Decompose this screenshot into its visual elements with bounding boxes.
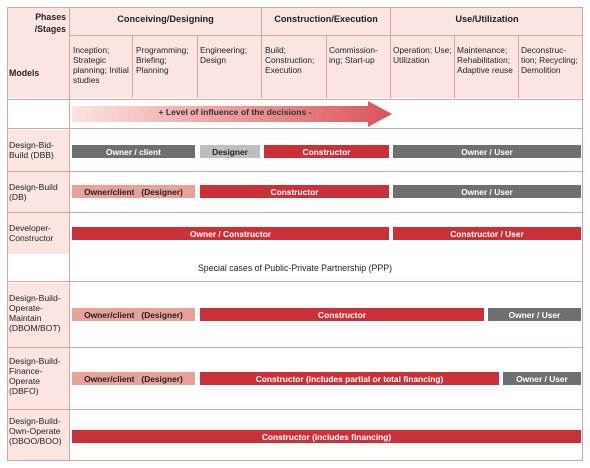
stage-commissioning: Commission-ing; Start-up — [329, 45, 378, 65]
grid-vline — [326, 36, 327, 98]
bar-dbom-owner-designer: Owner/client (Designer) — [72, 308, 195, 321]
bar-dbfo-owner-designer: Owner/client (Designer) — [72, 372, 195, 385]
stage-programming: Programming; Briefing; Planning — [136, 45, 189, 75]
grid-hline — [7, 212, 583, 213]
stage-build: Build; Construction; Execution — [265, 45, 315, 75]
grid-vline — [454, 36, 455, 98]
grid-hline — [7, 171, 583, 172]
grid-vline — [197, 36, 198, 98]
grid-hline — [7, 409, 583, 410]
bar-dbb-owner-client: Owner / client — [72, 145, 195, 158]
bar-dbb-designer: Designer — [200, 145, 260, 158]
bar-dbom-constructor: Constructor — [200, 308, 484, 321]
model-name-dbom: Design-Build-Operate-Maintain (DBOM/BOT) — [9, 293, 61, 333]
header-corner-cell — [7, 7, 69, 98]
influence-arrow — [72, 101, 392, 127]
corner-phases-label: Phases /Stages — [34, 12, 66, 34]
model-name-db: Design-Build (DB) — [9, 182, 58, 202]
grid-vline — [261, 7, 262, 98]
stage-engineering: Engineering; Design — [200, 45, 248, 65]
stage-inception: Inception; Strategic planning; Initial s… — [73, 45, 129, 85]
bar-db-constructor: Constructor — [200, 185, 389, 198]
stage-maintenance: Maintenance; Rehabilitation; Adaptive re… — [457, 45, 513, 75]
influence-label: + Level of influence of the decisions - — [158, 107, 312, 117]
bar-db-owner-designer: Owner/client (Designer) — [72, 185, 195, 198]
bar-dev-owner-constructor: Owner / Constructor — [72, 227, 389, 240]
model-name-dbb: Design-Bid-Build (DBB) — [9, 140, 54, 160]
model-cell-dboo — [7, 410, 69, 461]
bar-dboo-constructor: Constructor (includes financing) — [72, 430, 581, 443]
grid-hline — [7, 347, 583, 348]
stage-deconstruction: Deconstruc-tion; Recycling; Demolition — [521, 45, 578, 75]
ppp-row — [7, 255, 583, 282]
model-name-dev: Developer-Constructor — [9, 223, 54, 243]
grid-hline — [70, 35, 583, 36]
model-cell-dev — [7, 213, 69, 254]
bar-dbfo-owner-user: Owner / User — [503, 372, 581, 385]
model-cell-dbfo — [7, 348, 69, 409]
stage-operation: Operation; Use; Utilization — [393, 45, 452, 65]
corner-models-label: Models — [9, 68, 40, 78]
bar-dbom-owner-user: Owner / User — [488, 308, 581, 321]
header-phase-row — [70, 7, 583, 35]
phase-use: Use/Utilization — [455, 14, 519, 24]
bar-dbb-constructor: Constructor — [264, 145, 389, 158]
bar-dev-constructor-user: Constructor / User — [393, 227, 581, 240]
grid-vline — [69, 7, 70, 460]
ppp-label: Special cases of Public-Private Partners… — [197, 263, 393, 273]
model-cell-db — [7, 172, 69, 212]
model-cell-dbom — [7, 283, 69, 347]
bar-dbb-owner-user: Owner / User — [393, 145, 581, 158]
grid-vline — [132, 36, 133, 98]
bar-dbfo-constructor: Constructor (includes partial or total f… — [200, 372, 499, 385]
model-name-dbfo: Design-Build-Finance-Operate (DBFO) — [9, 356, 61, 396]
table-border — [7, 7, 583, 461]
phase-construction: Construction/Execution — [274, 14, 378, 24]
bar-db-owner-user: Owner / User — [393, 185, 581, 198]
model-name-dboo: Design-Build-Own-Operate (DBOO/BOO) — [9, 416, 62, 446]
phase-conceiving: Conceiving/Designing — [117, 14, 214, 24]
model-cell-dbb — [7, 130, 69, 171]
grid-vline — [390, 7, 391, 98]
grid-vline — [518, 36, 519, 98]
